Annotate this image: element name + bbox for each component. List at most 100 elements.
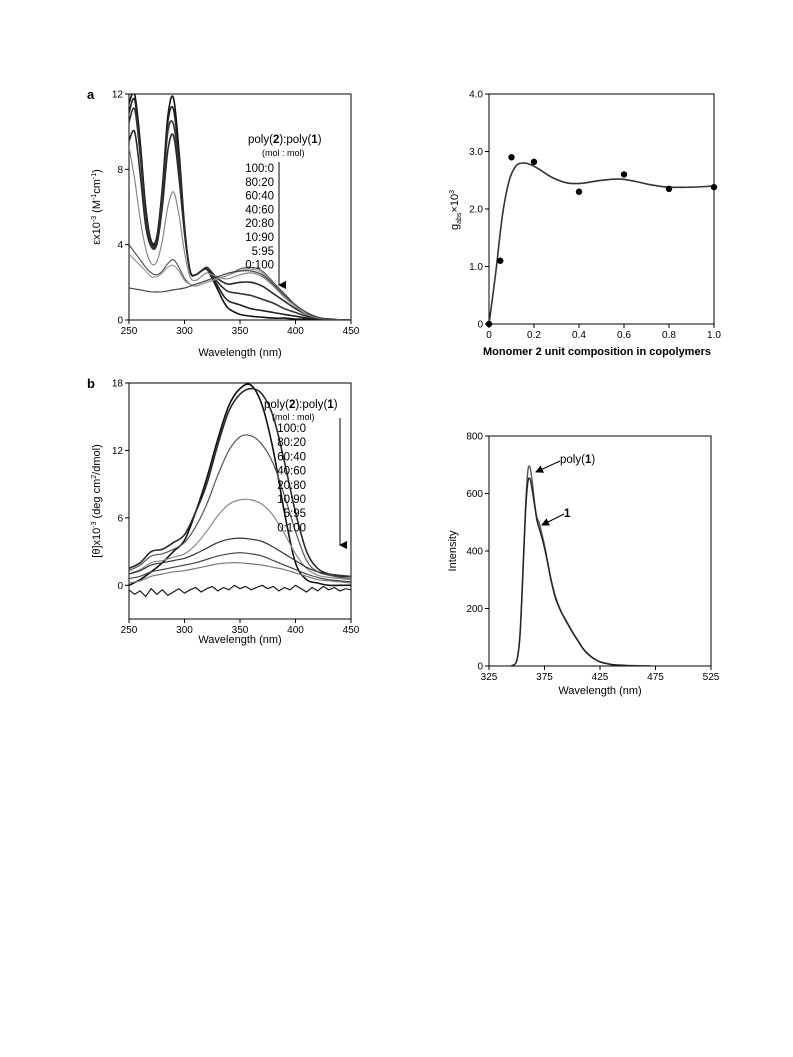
uv-legend-entry: 100:0 xyxy=(245,163,274,175)
gabs-chart: 0 0.2 0.4 0.6 0.8 1.0 0 1.0 2.0 3.0 4.0 Monomer 2 … xyxy=(449,90,721,359)
cd-x-tick-label: 350 xyxy=(232,625,249,636)
uv-x-axis-label: Wavelength (nm) xyxy=(198,347,281,359)
gabs-y-tick-label: 4.0 xyxy=(469,90,483,101)
cd-legend-entry: 60:40 xyxy=(277,451,306,463)
gabs-x-tick-label: 0 xyxy=(486,330,492,341)
gabs-y-tick-label: 1.0 xyxy=(469,262,483,273)
uv-series-line xyxy=(129,270,351,320)
cd-x-tick-label: 300 xyxy=(176,625,193,636)
fl-annotation-monomer1-arrow xyxy=(541,513,565,526)
gabs-data-point xyxy=(485,320,493,328)
uv-legend-entry: 60:40 xyxy=(245,191,274,203)
cd-legend: poly(2):poly(1) (mol : mol) 100:0 80:20 60… xyxy=(264,399,347,549)
fl-x-tick-label: 475 xyxy=(647,672,664,683)
fluorescence-chart: 325 375 425 475 525 0 200 400 600 800 Wavelength … xyxy=(447,432,720,698)
uv-series-line xyxy=(129,129,351,320)
gabs-y-tick-label: 3.0 xyxy=(469,147,483,158)
uv-y-tick-label: 0 xyxy=(117,316,123,327)
cd-series-line xyxy=(129,562,351,584)
cd-series-line xyxy=(129,498,351,581)
cd-legend-entry: 0:100 xyxy=(277,522,306,534)
uv-legend-entry: 40:60 xyxy=(245,204,274,216)
cd-series-line xyxy=(129,552,351,583)
fl-x-tick-label: 525 xyxy=(703,672,720,683)
gabs-data-point xyxy=(710,183,718,191)
cd-legend-title: poly(2):poly(1) xyxy=(264,399,338,411)
cd-y-tick-label: 12 xyxy=(112,446,124,457)
fl-y-axis-label: Intensity xyxy=(447,530,459,571)
cd-series-line xyxy=(129,537,351,577)
fl-y-tick-label: 0 xyxy=(477,662,483,673)
cd-y-tick-label: 0 xyxy=(117,581,123,592)
uv-x-tick-label: 300 xyxy=(176,326,193,337)
cd-legend-subtitle: (mol : mol) xyxy=(272,412,315,422)
fl-y-tick-label: 800 xyxy=(466,432,483,443)
fl-series-line xyxy=(510,465,651,666)
fl-annotation-poly1-arrow xyxy=(535,460,561,473)
uv-legend-entry: 5:95 xyxy=(252,246,274,258)
cd-spectra-chart: 250 300 350 400 450 0 6 12 18 Wavelength (nm) [θ… xyxy=(91,379,360,647)
uv-y-tick-label: 12 xyxy=(112,90,124,101)
gabs-y-tick-label: 2.0 xyxy=(469,205,483,216)
cd-y-tick-label: 18 xyxy=(112,379,124,390)
uv-x-tick-label: 250 xyxy=(121,326,138,337)
panel-label-a: a xyxy=(87,87,95,102)
gabs-data-point xyxy=(665,185,673,193)
fl-annotation-poly1: poly(1) xyxy=(560,454,595,466)
fl-x-tick-label: 425 xyxy=(592,672,609,683)
cd-series-line xyxy=(129,383,351,587)
gabs-x-tick-label: 1.0 xyxy=(707,330,721,341)
gabs-x-tick-label: 0.2 xyxy=(527,330,541,341)
cd-x-axis-label: Wavelength (nm) xyxy=(198,634,281,646)
cd-legend-entry: 80:20 xyxy=(277,437,306,449)
cd-legend-entry: 20:80 xyxy=(277,480,306,492)
uv-x-tick-label: 400 xyxy=(287,326,304,337)
panel-label-b: b xyxy=(87,376,95,391)
uv-absorption-chart: 250 300 350 400 450 0 4 8 12 Wavelength (nm) εx1… xyxy=(91,90,360,360)
cd-y-axis-label: [θ]x10-3 (deg cm2/dmol) xyxy=(91,444,103,557)
gabs-x-tick-label: 0.6 xyxy=(617,330,631,341)
uv-x-tick-label: 450 xyxy=(343,326,360,337)
uv-series-line xyxy=(129,146,351,320)
cd-x-tick-label: 250 xyxy=(121,625,138,636)
uv-legend: poly(2):poly(1) (mol : mol) 100:0 80:20 60… xyxy=(245,134,322,289)
cd-x-tick-label: 400 xyxy=(287,625,304,636)
uv-x-tick-label: 350 xyxy=(232,326,249,337)
uv-legend-subtitle: (mol : mol) xyxy=(262,148,305,158)
uv-y-tick-label: 8 xyxy=(117,165,123,176)
gabs-x-tick-label: 0.8 xyxy=(662,330,676,341)
gabs-data-point xyxy=(530,158,538,166)
gabs-y-axis-label: gabs×103 xyxy=(449,190,463,230)
cd-series-line xyxy=(129,434,351,580)
cd-series-line xyxy=(129,387,351,578)
gabs-data-point xyxy=(508,154,515,161)
cd-legend-entry: 100:0 xyxy=(277,423,306,435)
uv-legend-entry: 0:100 xyxy=(245,260,274,272)
cd-legend-entry: 10:90 xyxy=(277,494,306,506)
fl-x-tick-label: 375 xyxy=(536,672,553,683)
gabs-plot-frame xyxy=(488,93,715,325)
fl-y-tick-label: 200 xyxy=(466,604,483,615)
gabs-data-point xyxy=(497,257,504,264)
cd-legend-entry: 40:60 xyxy=(277,466,306,478)
cd-y-tick-label: 6 xyxy=(117,513,123,524)
uv-legend-entry: 20:80 xyxy=(245,218,274,230)
cd-series-line xyxy=(129,584,351,598)
uv-legend-entry: 80:20 xyxy=(245,177,274,189)
gabs-data-point xyxy=(620,171,628,178)
cd-legend-entry: 5:95 xyxy=(284,508,306,520)
fl-annotation-monomer1: 1 xyxy=(564,508,571,520)
uv-series-line xyxy=(129,107,351,320)
fl-series-line xyxy=(510,477,650,666)
cd-x-tick-label: 450 xyxy=(343,625,360,636)
gabs-x-tick-label: 0.4 xyxy=(572,330,586,341)
gabs-data-point xyxy=(575,188,583,195)
gabs-x-axis-label: Monomer 2 unit composition in copolymers xyxy=(483,346,711,358)
gabs-fit-curve xyxy=(488,162,715,325)
uv-y-axis-label: εx10-3 (M-1cm-1) xyxy=(91,169,103,245)
fl-plot-frame xyxy=(488,435,712,667)
fl-x-axis-label: Wavelength (nm) xyxy=(558,685,641,697)
fl-y-tick-label: 600 xyxy=(466,489,483,500)
fl-x-tick-label: 325 xyxy=(481,672,498,683)
